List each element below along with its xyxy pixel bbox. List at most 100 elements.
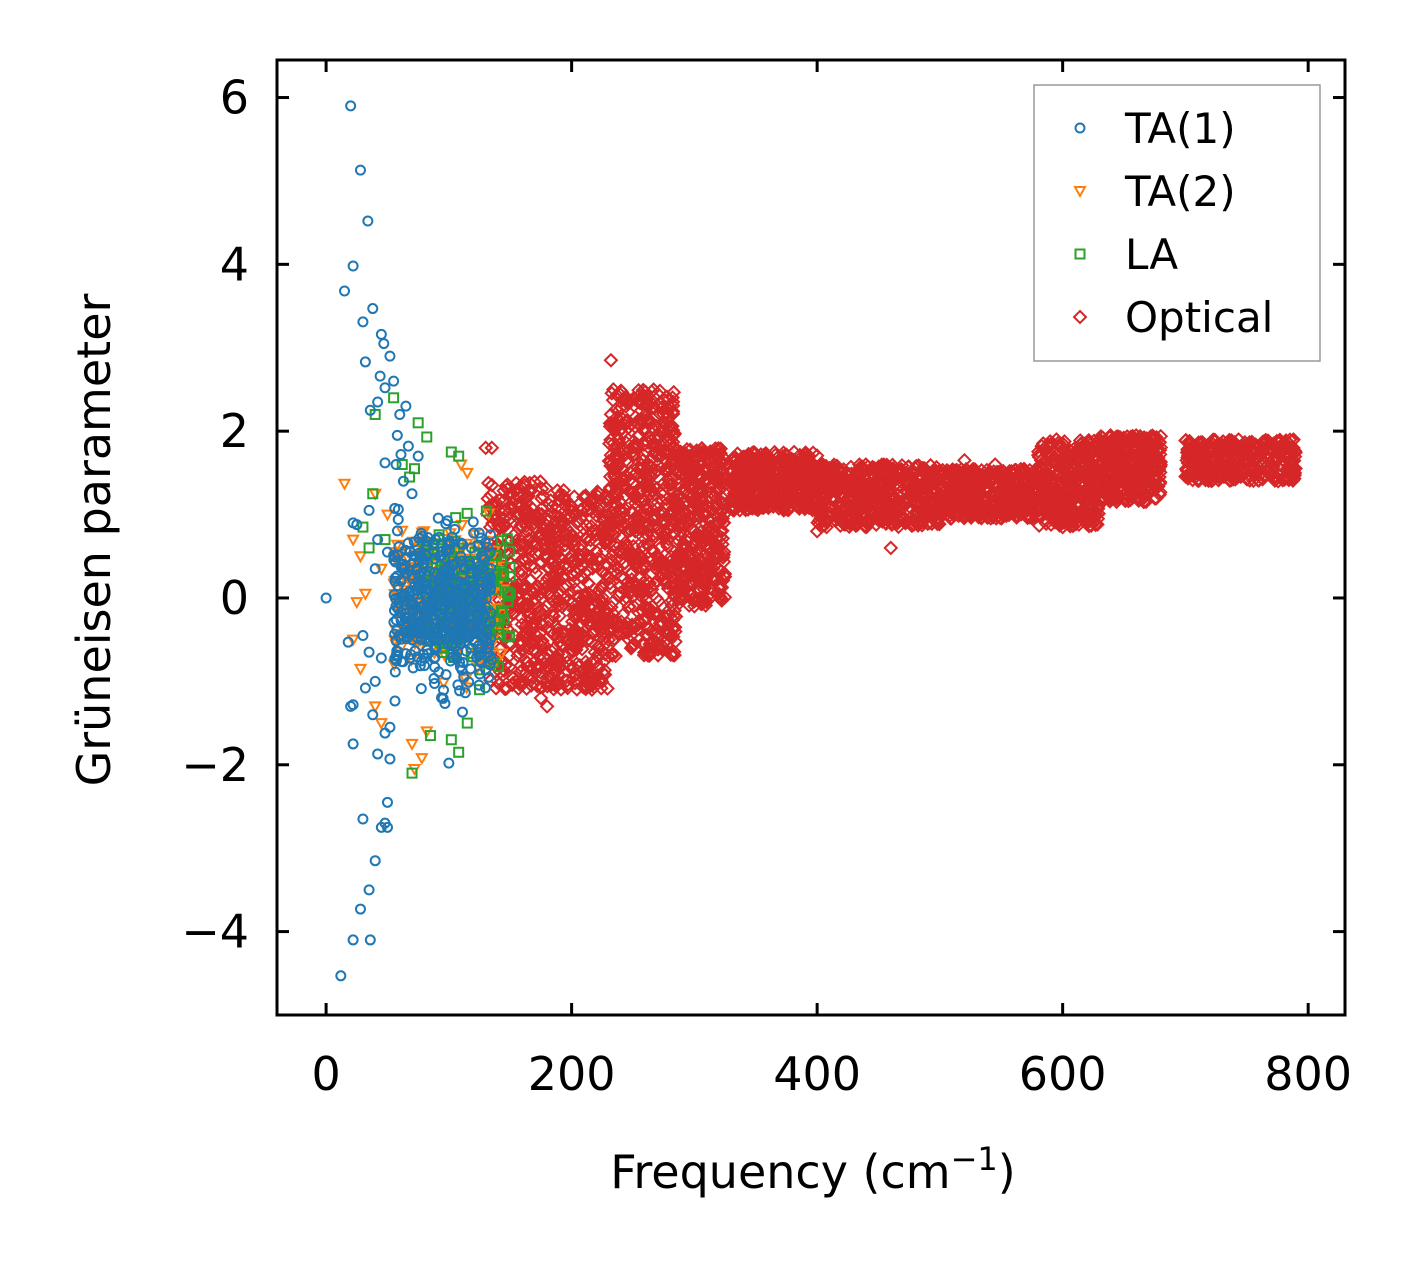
point-optical (562, 657, 577, 673)
point-optical (937, 486, 953, 502)
point-optical (988, 495, 1004, 510)
point-optical (1277, 454, 1293, 470)
point-optical (603, 510, 618, 526)
point-optical (1052, 436, 1068, 452)
point-optical (829, 458, 845, 474)
point-optical (1045, 451, 1061, 467)
point-optical (569, 656, 585, 672)
point-optical (641, 414, 657, 430)
point-optical (1021, 496, 1037, 512)
point-optical (673, 444, 688, 460)
point-optical (751, 479, 767, 495)
point-optical (823, 461, 839, 477)
point-optical (684, 560, 700, 575)
point-optical (644, 384, 660, 400)
point-optical (1071, 476, 1087, 492)
point-la (379, 534, 391, 546)
point-optical (1143, 429, 1159, 445)
point-optical (781, 478, 797, 494)
point-ta2 (494, 648, 509, 661)
point-optical (636, 447, 652, 463)
point-optical (759, 453, 775, 469)
point-optical (597, 536, 613, 552)
point-optical (630, 484, 646, 500)
point-optical (625, 547, 641, 563)
point-la (498, 569, 510, 581)
point-optical (1119, 429, 1135, 445)
point-optical (520, 523, 536, 539)
point-optical (579, 547, 595, 563)
point-optical (1064, 466, 1080, 482)
point-optical (1043, 517, 1059, 533)
point-optical (851, 464, 867, 480)
point-optical (646, 633, 661, 649)
point-optical (725, 502, 741, 518)
point-optical (582, 540, 598, 555)
point-optical (953, 461, 969, 477)
point-optical (617, 542, 633, 558)
point-optical (883, 511, 899, 527)
point-optical (1257, 440, 1273, 456)
point-optical (771, 500, 787, 516)
point-optical (511, 645, 527, 661)
point-optical (829, 477, 845, 493)
point-optical (765, 470, 781, 486)
point-optical (515, 594, 531, 610)
point-optical (636, 465, 651, 481)
point-optical (1045, 435, 1060, 451)
point-optical (1235, 461, 1250, 477)
point-optical (716, 554, 732, 570)
point-optical (585, 560, 601, 576)
point-optical (1288, 461, 1304, 476)
point-optical (559, 532, 575, 548)
point-optical (694, 590, 710, 606)
point-optical (1008, 495, 1024, 511)
point-optical (1196, 459, 1212, 475)
point-optical (1070, 440, 1086, 456)
point-optical (702, 561, 718, 576)
point-optical (686, 449, 702, 465)
point-optical (546, 507, 562, 523)
point-optical (1044, 480, 1060, 496)
point-optical (1131, 478, 1147, 494)
point-optical (549, 483, 565, 498)
point-optical (639, 388, 655, 404)
point-optical (627, 495, 643, 511)
point-optical (546, 573, 562, 589)
point-optical (646, 512, 662, 528)
point-optical (1030, 475, 1046, 491)
point-optical (1108, 457, 1124, 473)
point-optical (1051, 488, 1067, 504)
point-optical (696, 572, 712, 588)
point-optical (1030, 444, 1046, 460)
point-optical (601, 613, 616, 629)
point-optical (688, 571, 704, 586)
point-optical (1126, 438, 1142, 454)
point-optical (519, 669, 535, 685)
point-optical (856, 483, 872, 499)
point-optical (478, 440, 494, 456)
point-optical (695, 499, 711, 515)
point-optical (572, 616, 588, 632)
point-optical (563, 548, 579, 564)
point-optical (659, 575, 675, 591)
point-optical (588, 654, 604, 670)
point-optical (484, 440, 500, 456)
point-optical (767, 447, 783, 463)
point-optical (988, 467, 1004, 483)
point-optical (1244, 434, 1260, 450)
point-optical (699, 594, 714, 610)
point-optical (696, 591, 711, 606)
point-optical (809, 523, 825, 539)
point-ta2 (415, 753, 429, 766)
point-optical (766, 489, 782, 504)
point-optical (1065, 518, 1081, 534)
point-optical (569, 565, 585, 581)
point-optical (602, 575, 618, 591)
point-optical (1146, 446, 1161, 462)
point-optical (744, 457, 760, 473)
point-optical (578, 589, 594, 604)
point-optical (868, 462, 884, 478)
point-optical (754, 500, 770, 516)
point-optical (1073, 444, 1089, 460)
